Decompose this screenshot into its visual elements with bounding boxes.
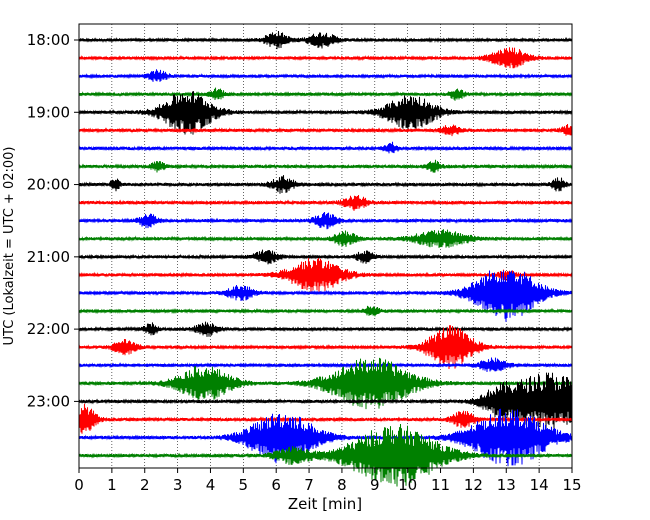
trace-line	[78, 305, 573, 317]
seismic-traces	[78, 30, 573, 487]
trace-line	[78, 91, 573, 135]
trace-line	[78, 270, 573, 322]
trace-line	[78, 403, 573, 434]
x-tick-label: 2	[140, 476, 150, 494]
y-tick-label: 19:00	[27, 103, 70, 121]
trace-line	[78, 211, 573, 230]
x-tick-label: 1	[107, 476, 117, 494]
x-tick-label: 13	[497, 476, 516, 494]
x-axis-label: Zeit [min]	[288, 495, 362, 513]
trace-line	[78, 47, 573, 69]
x-tick-label: 14	[530, 476, 549, 494]
trace-line	[78, 229, 573, 248]
y-axis-ticks: 18:00 19:00 20:00 21:00 22:00 23:00	[27, 31, 79, 410]
trace-line	[78, 325, 573, 370]
y-tick-label: 23:00	[27, 392, 70, 410]
x-tick-label: 15	[562, 476, 581, 494]
x-axis-ticks: 0 1 2 3 4 5 6 7 8 9 10 11 12 13 14 15	[74, 468, 582, 494]
x-tick-label: 8	[337, 476, 347, 494]
trace-line	[78, 194, 573, 211]
x-tick-label: 7	[304, 476, 314, 494]
trace-line	[78, 175, 573, 194]
x-tick-label: 9	[370, 476, 380, 494]
trace-line	[78, 372, 573, 429]
x-tick-label: 3	[173, 476, 183, 494]
trace-line	[78, 249, 573, 265]
trace-line	[78, 321, 573, 337]
y-tick-label: 21:00	[27, 248, 70, 266]
x-tick-label: 4	[206, 476, 216, 494]
trace-line	[78, 423, 573, 487]
plot-frame	[78, 23, 573, 469]
trace-line	[78, 141, 573, 154]
y-tick-label: 20:00	[27, 176, 70, 194]
trace-line	[78, 357, 573, 373]
trace-line	[78, 87, 573, 101]
trace-line	[78, 159, 573, 173]
y-tick-label: 22:00	[27, 320, 70, 338]
trace-line	[78, 357, 573, 410]
y-tick-label: 18:00	[27, 31, 70, 49]
x-tick-label: 0	[74, 476, 84, 494]
x-tick-label: 5	[239, 476, 249, 494]
trace-line	[78, 30, 573, 50]
trace-line	[78, 408, 573, 467]
x-tick-label: 6	[271, 476, 281, 494]
trace-line	[78, 69, 573, 82]
x-tick-label: 12	[464, 476, 483, 494]
trace-line	[78, 123, 573, 137]
y-axis-label: UTC (Lokalzeit = UTC + 02:00)	[2, 147, 17, 346]
x-tick-label: 11	[431, 476, 450, 494]
x-tick-label: 10	[398, 476, 417, 494]
